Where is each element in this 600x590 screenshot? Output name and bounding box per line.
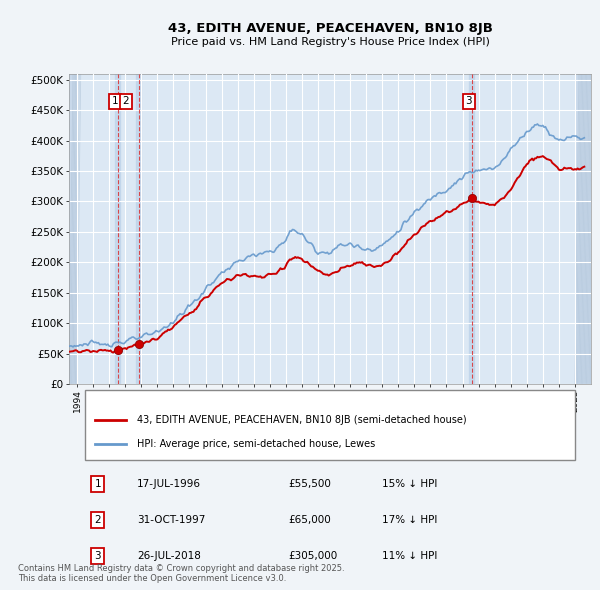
Text: £305,000: £305,000 bbox=[288, 551, 337, 561]
Text: 1: 1 bbox=[94, 479, 101, 489]
Text: 2: 2 bbox=[94, 515, 101, 525]
Text: Price paid vs. HM Land Registry's House Price Index (HPI): Price paid vs. HM Land Registry's House … bbox=[170, 38, 490, 47]
Text: 3: 3 bbox=[466, 96, 472, 106]
Text: 17-JUL-1996: 17-JUL-1996 bbox=[137, 479, 201, 489]
Text: £65,000: £65,000 bbox=[288, 515, 331, 525]
Text: 43, EDITH AVENUE, PEACEHAVEN, BN10 8JB: 43, EDITH AVENUE, PEACEHAVEN, BN10 8JB bbox=[167, 22, 493, 35]
Text: 1: 1 bbox=[112, 96, 118, 106]
Text: 3: 3 bbox=[94, 551, 101, 561]
FancyBboxPatch shape bbox=[85, 390, 575, 460]
Text: 11% ↓ HPI: 11% ↓ HPI bbox=[382, 551, 437, 561]
Bar bbox=[69, 74, 77, 384]
Text: 26-JUL-2018: 26-JUL-2018 bbox=[137, 551, 201, 561]
Text: 43, EDITH AVENUE, PEACEHAVEN, BN10 8JB (semi-detached house): 43, EDITH AVENUE, PEACEHAVEN, BN10 8JB (… bbox=[137, 415, 466, 425]
Text: 31-OCT-1997: 31-OCT-1997 bbox=[137, 515, 205, 525]
Bar bbox=[136, 74, 141, 384]
Text: 2: 2 bbox=[123, 96, 130, 106]
Bar bbox=[115, 74, 120, 384]
Text: 15% ↓ HPI: 15% ↓ HPI bbox=[382, 479, 437, 489]
Bar bbox=[469, 74, 474, 384]
Text: £55,500: £55,500 bbox=[288, 479, 331, 489]
Text: 17% ↓ HPI: 17% ↓ HPI bbox=[382, 515, 437, 525]
Text: HPI: Average price, semi-detached house, Lewes: HPI: Average price, semi-detached house,… bbox=[137, 439, 375, 449]
Bar bbox=[575, 74, 594, 384]
Text: Contains HM Land Registry data © Crown copyright and database right 2025.
This d: Contains HM Land Registry data © Crown c… bbox=[18, 563, 344, 583]
